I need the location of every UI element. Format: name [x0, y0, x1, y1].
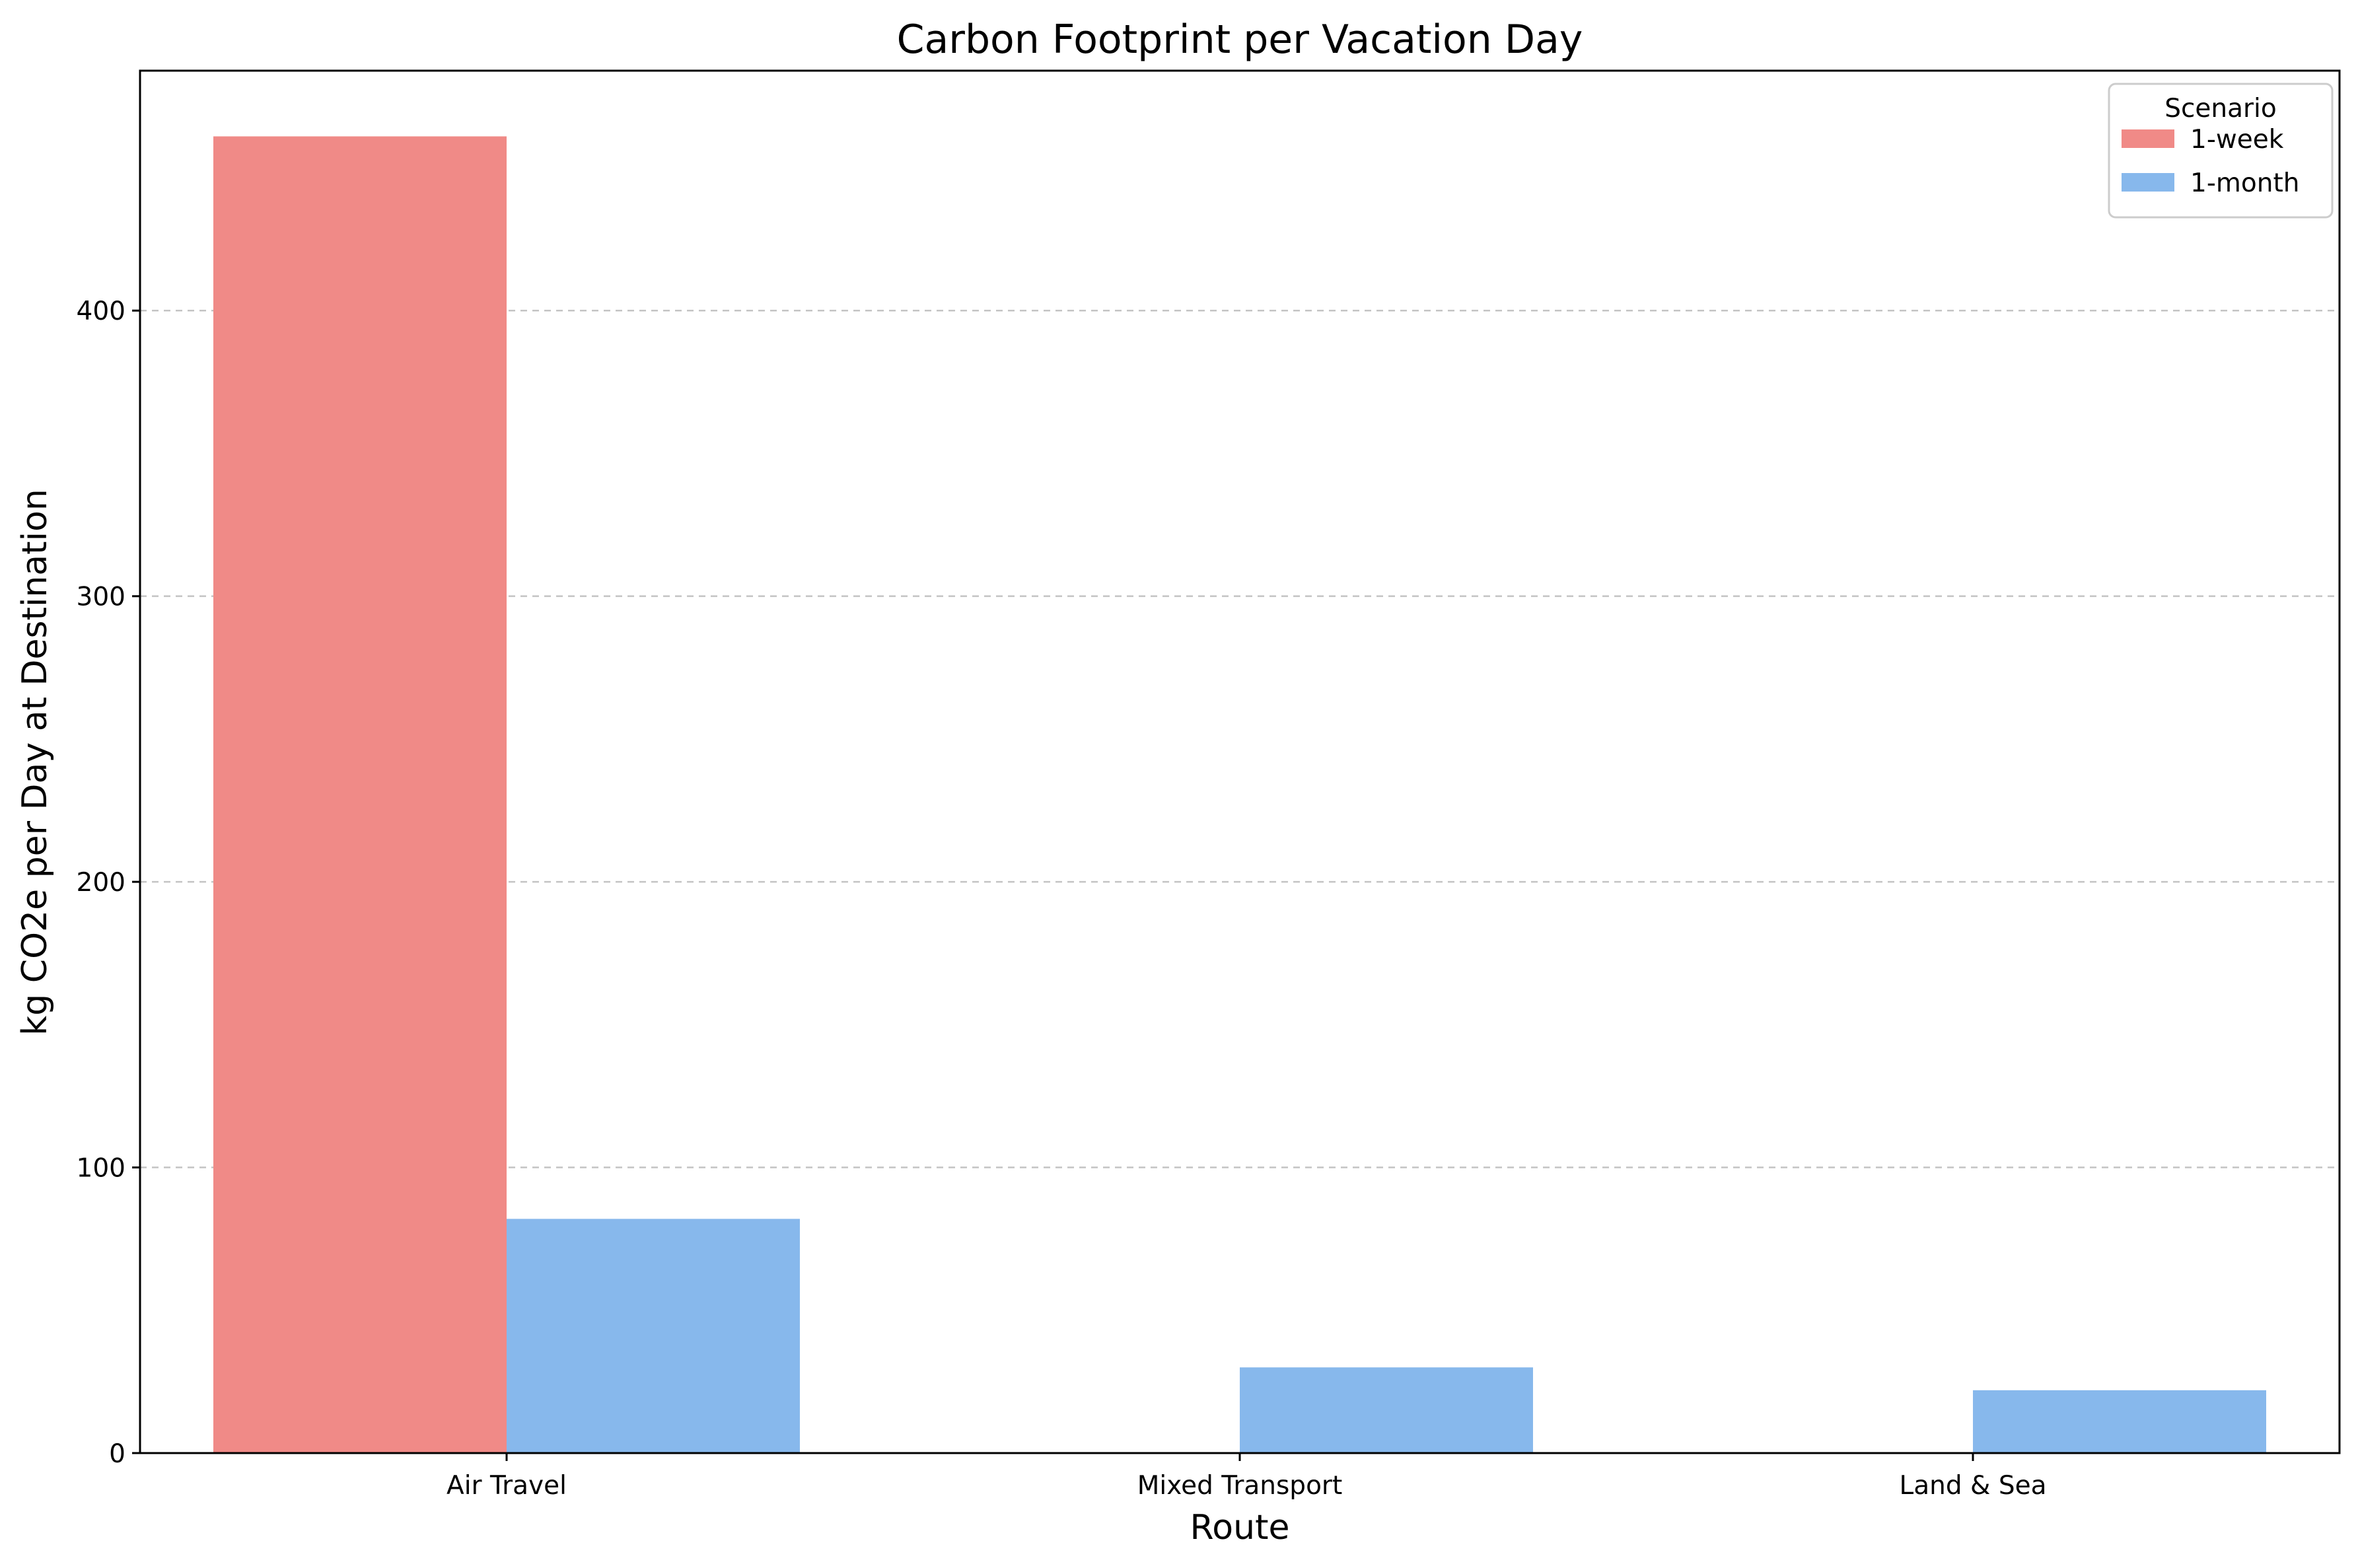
legend-swatch: [2122, 129, 2174, 148]
legend-title: Scenario: [2164, 94, 2277, 124]
x-axis-label: Route: [1190, 1508, 1290, 1548]
legend-label: 1-month: [2190, 168, 2299, 198]
y-tick-label: 400: [77, 297, 125, 326]
y-tick-label: 200: [77, 868, 125, 898]
x-tick-label: Air Travel: [447, 1471, 567, 1501]
bar-1-month: [1973, 1390, 2266, 1453]
y-axis-ticks: 0 100 200 300 400: [77, 297, 140, 1469]
legend-label: 1-week: [2190, 125, 2284, 155]
chart-title: Carbon Footprint per Vacation Day: [897, 17, 1583, 63]
bars: [213, 136, 2266, 1454]
gridlines: [140, 309, 2340, 1168]
y-tick-label: 100: [77, 1154, 125, 1184]
y-tick-label: 300: [77, 583, 125, 612]
legend-swatch: [2122, 173, 2174, 192]
y-axis-label: kg CO2e per Day at Destination: [15, 489, 55, 1036]
legend: Scenario 1-week 1-month: [2108, 83, 2334, 219]
bar-1-month: [507, 1219, 800, 1453]
x-tick-label: Land & Sea: [1900, 1471, 2047, 1501]
x-axis-ticks: Air Travel Mixed Transport Land & Sea: [447, 1453, 2046, 1501]
bar-1-week: [213, 136, 507, 1454]
x-tick-label: Mixed Transport: [1137, 1471, 1343, 1501]
y-tick-label: 0: [109, 1439, 125, 1469]
bar-1-month: [1240, 1367, 1533, 1453]
